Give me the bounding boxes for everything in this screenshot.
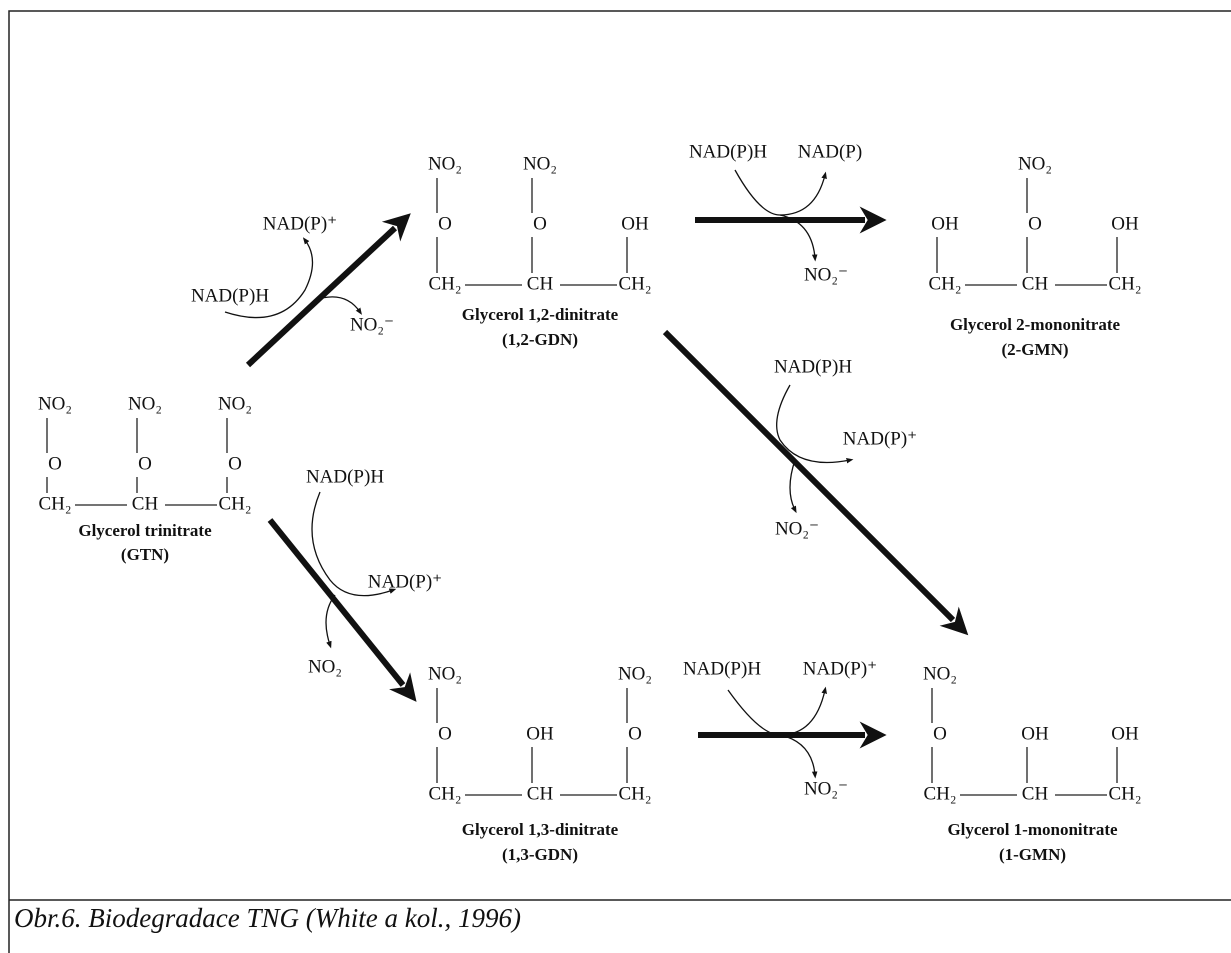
atom-label: O (1028, 213, 1042, 234)
atom-label: OH (526, 723, 554, 744)
atom-label: O (48, 453, 62, 474)
cofactor-arrow (779, 214, 818, 262)
chain-atom: CH₂ (1108, 273, 1141, 294)
atom-label: NO₂ (218, 393, 252, 414)
molecule-name: Glycerol trinitrate (78, 521, 212, 540)
cofactor-donor: NAD(P)H (306, 466, 384, 487)
cofactor-arrow (734, 169, 827, 216)
cofactor-arrow (779, 734, 818, 779)
reaction-arrow (245, 213, 411, 368)
atom-label: NO₂ (38, 393, 72, 414)
atom-label: NO₂ (1018, 153, 1052, 174)
chain-atom: CH (527, 273, 554, 294)
chain-atom: CH₂ (928, 273, 961, 294)
atom-label: NO₂ (523, 153, 557, 174)
cofactor-arrow (776, 384, 854, 464)
atom-label: OH (621, 213, 649, 234)
atom-label: OH (931, 213, 959, 234)
molecule-abbr: (1,3-GDN) (502, 845, 578, 864)
atom-label: O (228, 453, 242, 474)
chain-atom: CH₂ (1108, 783, 1141, 804)
cofactor-released: NO₂⁻ (804, 778, 848, 799)
cofactor-arrow (325, 594, 336, 649)
atom-label: NO₂ (923, 663, 957, 684)
molecule-name: Glycerol 1,2-dinitrate (462, 305, 619, 324)
cofactor-product: NAD(P) (798, 141, 862, 162)
chain-atom: CH₂ (618, 783, 651, 804)
molecule-abbr: (2-GMN) (1001, 340, 1068, 359)
atom-label: NO₂ (428, 153, 462, 174)
chain-atom: CH₂ (218, 493, 251, 514)
cofactor-donor: NAD(P)H (191, 285, 269, 306)
cofactor-arrow (311, 491, 397, 597)
cofactor-arrow (314, 296, 362, 315)
frame (8, 10, 1231, 953)
atom-label: OH (1111, 213, 1139, 234)
cofactor-arrow (727, 686, 827, 736)
cofactor-donor: NAD(P)H (683, 658, 761, 679)
cofactor-donor: NAD(P)H (774, 356, 852, 377)
reaction-arrow (662, 329, 969, 636)
atom-label: O (628, 723, 642, 744)
cofactor-released: NO₂ (308, 656, 342, 677)
chain-atom: CH₂ (618, 273, 651, 294)
atom-label: O (138, 453, 152, 474)
cofactor-product: NAD(P)⁺ (843, 428, 917, 449)
chain-atom: CH (132, 493, 159, 514)
chain-atom: CH (1022, 273, 1049, 294)
caption: Obr.6. Biodegradace TNG (White a kol., 1… (14, 903, 521, 933)
cofactor-product: NAD(P)⁺ (263, 213, 337, 234)
molecule-name: Glycerol 2-mononitrate (950, 315, 1121, 334)
chain-atom: CH₂ (923, 783, 956, 804)
molecule-abbr: (1-GMN) (999, 845, 1066, 864)
cofactor-product: NAD(P)⁺ (803, 658, 877, 679)
cofactor-released: NO₂⁻ (775, 518, 819, 539)
atom-label: NO₂ (428, 663, 462, 684)
atom-label: NO₂ (618, 663, 652, 684)
cofactor-released: NO₂⁻ (804, 264, 848, 285)
cofactor-arrow (224, 237, 314, 319)
molecule-name: Glycerol 1-mononitrate (947, 820, 1118, 839)
chain-atom: CH₂ (428, 273, 461, 294)
atom-label: OH (1111, 723, 1139, 744)
content: NO₂ O NO₂ O NO₂ O CH₂ CH CH₂ Glycerol trinitrate (… (38, 141, 1142, 864)
atom-label: O (933, 723, 947, 744)
atom-label: OH (1021, 723, 1049, 744)
cofactor-product: NAD(P)⁺ (368, 571, 442, 592)
chain-atom: CH₂ (38, 493, 71, 514)
chain-atom: CH₂ (428, 783, 461, 804)
atom-label: O (438, 723, 452, 744)
atom-label: O (533, 213, 547, 234)
atom-label: O (438, 213, 452, 234)
cofactor-released: NO₂⁻ (350, 314, 394, 335)
cofactor-donor: NAD(P)H (689, 141, 767, 162)
atom-label: NO₂ (128, 393, 162, 414)
molecule-abbr: (1,2-GDN) (502, 330, 578, 349)
chain-atom: CH (527, 783, 554, 804)
cofactor-arrow (789, 459, 797, 514)
reaction-arrow (267, 518, 417, 702)
chain-atom: CH (1022, 783, 1049, 804)
molecule-abbr: (GTN) (121, 545, 169, 564)
molecule-name: Glycerol 1,3-dinitrate (462, 820, 619, 839)
